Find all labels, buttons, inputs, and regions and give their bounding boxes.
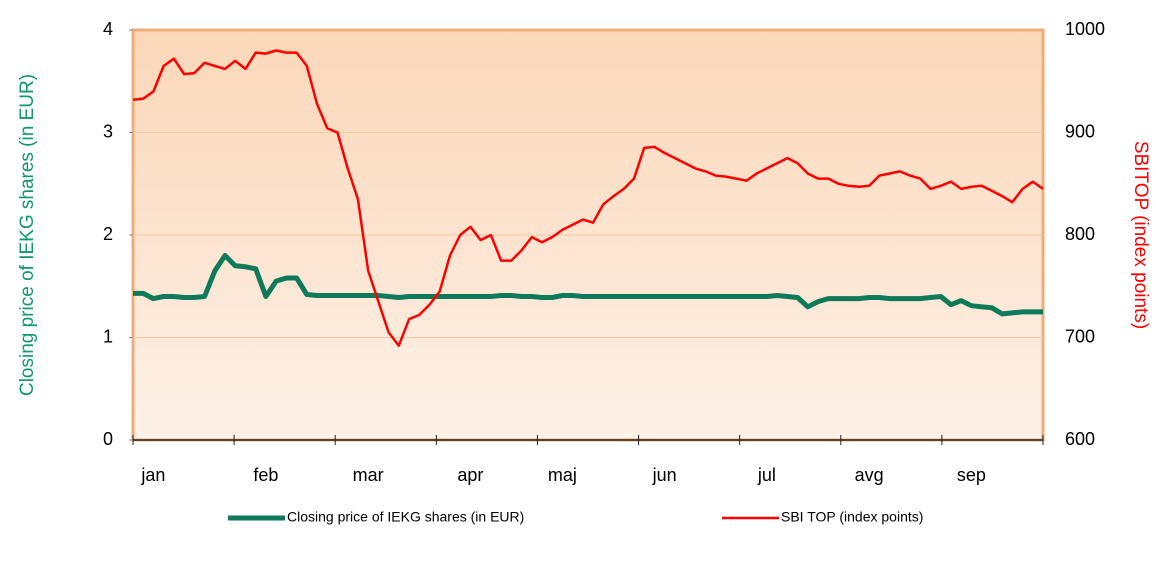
x-tick-label: sep [957, 465, 986, 485]
y2-tick-label: 700 [1065, 326, 1095, 346]
y2-tick-label: 1000 [1065, 19, 1105, 39]
y-tick-label: 0 [103, 429, 113, 449]
x-tick-label: jan [140, 465, 165, 485]
y2-tick-label: 600 [1065, 429, 1095, 449]
y2-axis-title: SBITOP (index points) [1130, 141, 1151, 329]
series-line [132, 49, 1044, 347]
x-tick-label: avg [855, 465, 884, 485]
y-tick-label: 3 [103, 121, 113, 141]
x-tick-label: mar [353, 465, 384, 485]
x-tick-label: apr [457, 465, 483, 485]
x-tick-label: jun [652, 465, 677, 485]
x-tick-label: jul [757, 465, 776, 485]
y-tick-label: 4 [103, 19, 113, 39]
y-axis-title: Closing price of IEKG shares (in EUR) [17, 74, 38, 396]
y2-tick-label: 900 [1065, 121, 1095, 141]
y-tick-label: 1 [103, 326, 113, 346]
x-tick-label: feb [253, 465, 278, 485]
legend-label: Closing price of IEKG shares (in EUR) [287, 509, 524, 525]
series-line [133, 253, 1043, 317]
x-tick-label: maj [548, 465, 577, 485]
y-tick-label: 2 [103, 224, 113, 244]
y2-tick-label: 800 [1065, 224, 1095, 244]
legend-label: SBI TOP (index points) [781, 509, 923, 525]
